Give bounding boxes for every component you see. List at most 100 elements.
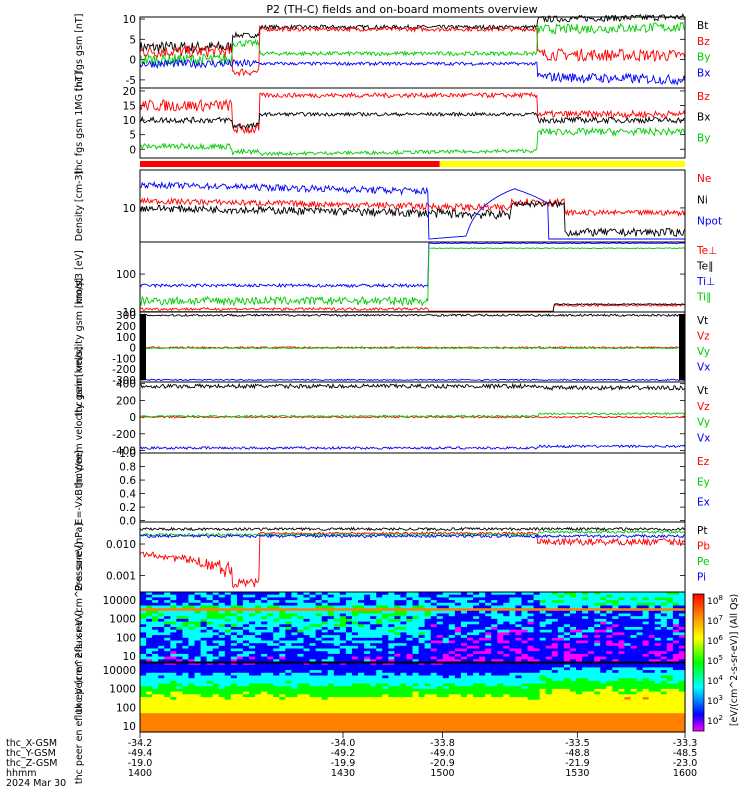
spec-cell (358, 597, 365, 601)
spec-cell (563, 705, 571, 709)
spec-cell (170, 678, 177, 682)
spec-cell (576, 592, 583, 596)
spec-cell (430, 613, 438, 617)
ephem-value: 1430 (331, 768, 355, 779)
spec-cell (394, 637, 401, 642)
spec-cell (273, 726, 280, 730)
spec-cell (406, 723, 414, 728)
spec-cell (140, 605, 147, 609)
spec-cell (460, 675, 468, 679)
ytick-label: 100 (116, 332, 136, 344)
spec-cell (218, 627, 226, 631)
spec-cell (539, 597, 547, 601)
spec-cell (454, 627, 462, 631)
spec-cell (412, 713, 420, 717)
spec-cell (200, 678, 208, 682)
spec-cell (467, 632, 474, 636)
spec-cell (370, 597, 377, 601)
spec-cell (351, 702, 359, 706)
spec-cell (170, 672, 177, 677)
spec-cell (588, 683, 595, 687)
spec-cell (636, 694, 644, 698)
spec-cell (273, 635, 280, 639)
spec-cell (467, 715, 474, 720)
spec-cell (515, 608, 523, 612)
spec-cell (200, 707, 208, 712)
spec-cell (666, 723, 674, 728)
spec-cell (200, 718, 208, 722)
spec-cell (563, 678, 571, 682)
spec-cell (660, 651, 668, 655)
spec-cell (315, 675, 323, 679)
spec-cell (557, 664, 565, 668)
spec-cell (467, 610, 474, 615)
spec-cell (545, 613, 553, 617)
spec-cell (424, 683, 432, 687)
spec-cell (230, 662, 238, 666)
spec-cell (345, 721, 353, 725)
spec-cell (424, 680, 432, 685)
spec-cell (303, 651, 311, 655)
spec-cell (333, 723, 341, 728)
spec-cell (521, 705, 529, 709)
spec-cell (624, 691, 632, 695)
spec-cell (285, 678, 292, 682)
spec-cell (400, 629, 408, 633)
colorbar-tick: 108 (707, 594, 723, 607)
spec-cell (182, 683, 190, 687)
spec-cell (267, 624, 274, 628)
spec-cell (376, 721, 383, 725)
spec-cell (660, 707, 668, 712)
spec-cell (370, 656, 377, 660)
spec-cell (339, 645, 347, 650)
spec-cell (394, 721, 401, 725)
spec-cell (388, 616, 395, 620)
spec-cell (394, 705, 401, 709)
spec-cell (291, 618, 299, 623)
spec-cell (660, 659, 668, 663)
spec-cell (660, 699, 668, 703)
spec-cell (333, 597, 341, 601)
edge-fill-left (140, 314, 146, 380)
spec-cell (297, 627, 305, 631)
spec-cell (612, 616, 619, 620)
spec-cell (267, 710, 274, 714)
spec-cell (563, 613, 571, 617)
spec-cell (418, 653, 426, 658)
spec-cell (370, 680, 377, 685)
spec-cell (569, 672, 577, 677)
spec-cell (672, 605, 680, 609)
spec-cell (315, 600, 323, 604)
spec-cell (666, 597, 674, 601)
spec-cell (569, 694, 577, 698)
spec-cell (309, 640, 317, 644)
spec-cell (582, 648, 589, 652)
spec-cell (551, 624, 559, 628)
spec-cell (255, 729, 262, 733)
spec-cell (582, 715, 589, 720)
spec-cell (563, 592, 571, 596)
spec-cell (436, 629, 444, 633)
spec-cell (152, 694, 159, 698)
spec-cell (194, 662, 202, 666)
spec-cell (618, 616, 626, 620)
spec-cell (351, 691, 359, 695)
spec-cell (576, 637, 583, 642)
spec-cell (576, 608, 583, 612)
spec-cell (485, 662, 492, 666)
spec-cell (448, 624, 456, 628)
spec-cell (339, 729, 347, 733)
spec-cell (588, 610, 595, 615)
spec-cell (491, 632, 498, 636)
spec-cell (582, 632, 589, 636)
spec-cell (194, 713, 202, 717)
spec-cell (230, 635, 238, 639)
spec-cell (236, 643, 244, 647)
spec-cell (515, 713, 523, 717)
spec-cell (618, 651, 626, 655)
spec-cell (672, 683, 680, 687)
spec-cell (345, 637, 353, 642)
spec-cell (309, 613, 317, 617)
spec-cell (285, 726, 292, 730)
spec-cell (594, 715, 601, 720)
